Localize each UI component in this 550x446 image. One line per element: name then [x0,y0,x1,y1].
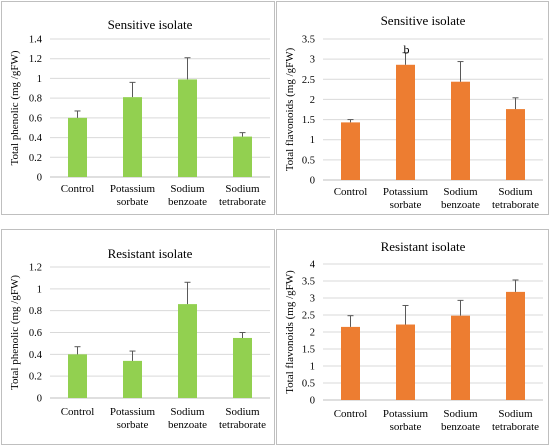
y-tick-label: 2 [310,95,315,106]
chart-panel-top-right: 0 0.5 1 1.5 2 2.5 3 3.5 Sensitive isolate Total f… [276,1,549,215]
x-tick-label: Sodium [443,186,478,198]
y-tick-label: 0.4 [29,133,43,144]
y-tick-label: 0 [37,394,42,405]
bar [233,136,252,177]
bar [341,326,360,400]
chart-top-left: 0 0.2 0.4 0.6 0.8 1 1.2 1.4 Sensitive isolate Tot… [9,17,270,208]
x-tick-label: benzoate [168,419,207,431]
bar [506,109,525,180]
x-tick-label: benzoate [441,421,480,433]
y-tick-label: 0 [310,396,315,407]
y-axis-label: Total flavonoids (mg /gFW) [284,270,296,394]
x-tick-label: Sodium [498,408,533,420]
x-tick-label: Sodium [443,408,478,420]
y-tick-label: 0.2 [29,153,42,164]
x-tick-label: Potassium [110,183,156,195]
chart-bottom-left: 0 0.2 0.4 0.6 0.8 1 1.2 Resistant isolate Total … [9,246,270,431]
bar [123,97,142,177]
significance-label: b [404,43,410,57]
y-tick-label: 3.5 [302,277,315,288]
y-tick-label: 1.4 [29,35,43,46]
bar [451,315,470,400]
y-tick-label: 0.5 [302,379,315,390]
y-tick-label: 3 [310,55,315,66]
y-tick-label: 1 [310,135,315,146]
y-tick-label: 0 [37,173,42,184]
chart-title: Sensitive isolate [381,13,466,28]
y-tick-label: 0.6 [29,113,42,124]
y-tick-label: 3 [310,294,315,305]
x-tick-label: Control [334,408,368,420]
x-tick-label: Control [334,186,368,198]
x-tick-label: tetraborate [219,196,266,208]
x-tick-label: sorbate [117,419,149,431]
y-tick-label: 1 [310,362,315,373]
bar [451,81,470,180]
y-tick-label: 1.5 [302,115,315,126]
y-tick-label: 1.5 [302,345,315,356]
y-tick-label: 0.4 [29,350,43,361]
chart-title: Resistant isolate [381,239,466,254]
x-tick-label: Sodium [225,183,260,195]
chart-title: Resistant isolate [108,246,193,261]
y-tick-label: 0.2 [29,372,42,383]
x-tick-label: sorbate [390,421,422,433]
y-tick-label: 0.5 [302,155,315,166]
bar [341,122,360,180]
y-tick-label: 3.5 [302,35,315,46]
bar [123,360,142,398]
y-axis-label: Total phenolic (mg /gFW) [9,275,21,390]
bar [506,291,525,400]
bar [178,79,197,177]
chart-bottom-right: 0 0.5 1 1.5 2 2.5 3 3.5 4 Resistant isolate Total … [284,239,543,433]
x-tick-label: sorbate [117,196,149,208]
bar [68,354,87,398]
chart-top-right: 0 0.5 1 1.5 2 2.5 3 3.5 Sensitive isolate Total f… [284,13,543,211]
chart-panel-bottom-right: 0 0.5 1 1.5 2 2.5 3 3.5 4 Resistant isolate Total … [276,229,549,445]
y-tick-label: 0.6 [29,328,42,339]
x-tick-label: Potassium [383,186,429,198]
x-tick-label: Control [61,183,95,195]
bar [396,324,415,400]
y-tick-label: 1.2 [29,54,42,65]
x-tick-label: Sodium [498,186,533,198]
y-tick-label: 0.8 [29,306,42,317]
x-tick-label: Control [61,406,95,418]
x-tick-label: Potassium [383,408,429,420]
bar [68,117,87,177]
y-tick-label: 4 [310,260,316,271]
x-tick-label: Sodium [170,183,205,195]
x-tick-label: Sodium [225,406,260,418]
y-tick-label: 0.8 [29,94,42,105]
bar [396,64,415,180]
chart-panel-bottom-left: 0 0.2 0.4 0.6 0.8 1 1.2 Resistant isolate Total … [1,229,275,445]
bar [233,337,252,398]
chart-title: Sensitive isolate [108,17,193,32]
bar [178,304,197,398]
x-tick-label: tetraborate [492,421,539,433]
y-tick-label: 1 [37,284,42,295]
x-tick-label: benzoate [168,196,207,208]
x-tick-label: benzoate [441,199,480,211]
x-tick-label: sorbate [390,199,422,211]
x-tick-label: Potassium [110,406,156,418]
y-axis-label: Total phenolic (mg /gFW) [9,50,21,165]
y-tick-label: 2 [310,328,315,339]
y-tick-label: 1 [37,74,42,85]
x-tick-label: Sodium [170,406,205,418]
y-tick-label: 0 [310,176,315,187]
y-tick-label: 2.5 [302,311,315,322]
x-tick-label: tetraborate [219,419,266,431]
x-tick-label: tetraborate [492,199,539,211]
y-axis-label: Total flavonoids (mg /gFW) [284,47,296,171]
chart-panel-top-left: 0 0.2 0.4 0.6 0.8 1 1.2 1.4 Sensitive isolate Tot… [1,1,275,215]
y-tick-label: 2.5 [302,75,315,86]
y-tick-label: 1.2 [29,263,42,274]
